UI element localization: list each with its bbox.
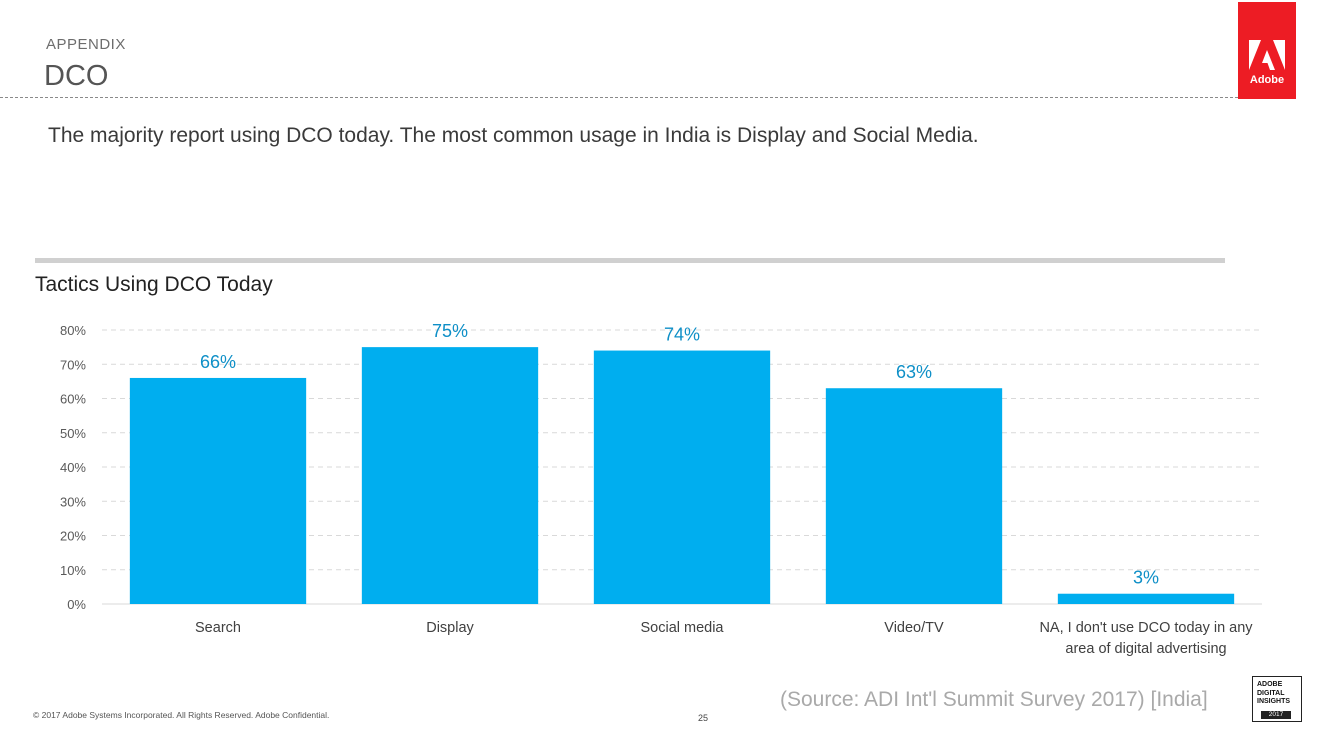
chart-top-rule	[35, 258, 1225, 263]
y-tick-label: 30%	[60, 494, 86, 509]
x-category-label: Search	[195, 620, 241, 636]
copyright-notice: © 2017 Adobe Systems Incorporated. All R…	[33, 710, 330, 720]
badge-line-1: ADOBE	[1257, 681, 1283, 688]
x-category-label: Social media	[640, 620, 724, 636]
x-category-label-line: NA, I don't use DCO today in any	[1039, 620, 1253, 636]
badge-year: 2017	[1261, 711, 1291, 719]
data-label: 63%	[896, 362, 932, 382]
headline: The majority report using DCO today. The…	[48, 124, 979, 147]
section-title: DCO	[44, 60, 109, 92]
adobe-digital-insights-badge: ADOBE DIGITAL INSIGHTS 2017	[1252, 676, 1302, 722]
adobe-logo: Adobe	[1238, 2, 1296, 99]
x-category-label: NA, I don't use DCO today in any area of …	[1039, 620, 1253, 657]
bar	[129, 377, 307, 604]
bar	[1057, 593, 1235, 604]
y-tick-label: 40%	[60, 460, 86, 475]
logo-wordmark: Adobe	[1249, 74, 1285, 86]
page-number: 25	[698, 713, 709, 723]
data-label: 75%	[432, 321, 468, 341]
chart-title: Tactics Using DCO Today	[35, 273, 273, 296]
badge-line-2: DIGITAL	[1257, 689, 1285, 697]
bar-chart: 0% 10% 20% 30% 40% 50% 60% 70% 80% 66% Search 75% Di…	[60, 321, 1262, 657]
x-category-label-line: area of digital advertising	[1065, 641, 1226, 657]
y-tick-label: 50%	[60, 426, 86, 441]
y-tick-label: 0%	[67, 597, 86, 612]
x-category-label: Display	[426, 620, 474, 636]
y-tick-label: 10%	[60, 563, 86, 578]
x-category-label-line: Video/TV	[884, 620, 944, 636]
y-tick-label: 80%	[60, 323, 86, 338]
data-label: 74%	[664, 325, 700, 345]
badge-line-3: INSIGHTS	[1257, 698, 1291, 705]
source-note: (Source: ADI Int'l Summit Survey 2017) […	[780, 688, 1208, 711]
data-label: 66%	[200, 352, 236, 372]
appendix-label: APPENDIX	[46, 36, 126, 53]
header-divider	[0, 97, 1238, 98]
x-category-label-line: Social media	[640, 620, 724, 636]
x-category-label: Video/TV	[884, 620, 944, 636]
bar	[825, 388, 1003, 604]
bar	[361, 347, 539, 604]
adobe-a-icon	[1249, 40, 1285, 70]
y-tick-label: 60%	[60, 392, 86, 407]
data-label: 3%	[1133, 568, 1159, 588]
bar	[593, 350, 771, 604]
y-tick-label: 70%	[60, 357, 86, 372]
x-category-label-line: Display	[426, 620, 474, 636]
y-tick-label: 20%	[60, 529, 86, 544]
x-category-label-line: Search	[195, 620, 241, 636]
